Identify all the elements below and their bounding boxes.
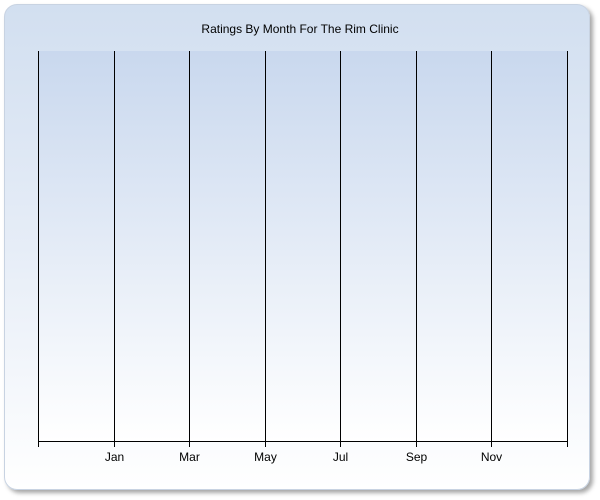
x-tick-label: Nov xyxy=(481,450,502,464)
x-tick-label: May xyxy=(254,450,277,464)
plot-area xyxy=(38,51,567,441)
x-tick-label: Mar xyxy=(179,450,200,464)
x-tick-label: Jan xyxy=(105,450,124,464)
x-tick-label: Jul xyxy=(333,450,348,464)
x-tick-label: Sep xyxy=(406,450,428,464)
chart-title: Ratings By Month For The Rim Clinic xyxy=(201,22,399,36)
